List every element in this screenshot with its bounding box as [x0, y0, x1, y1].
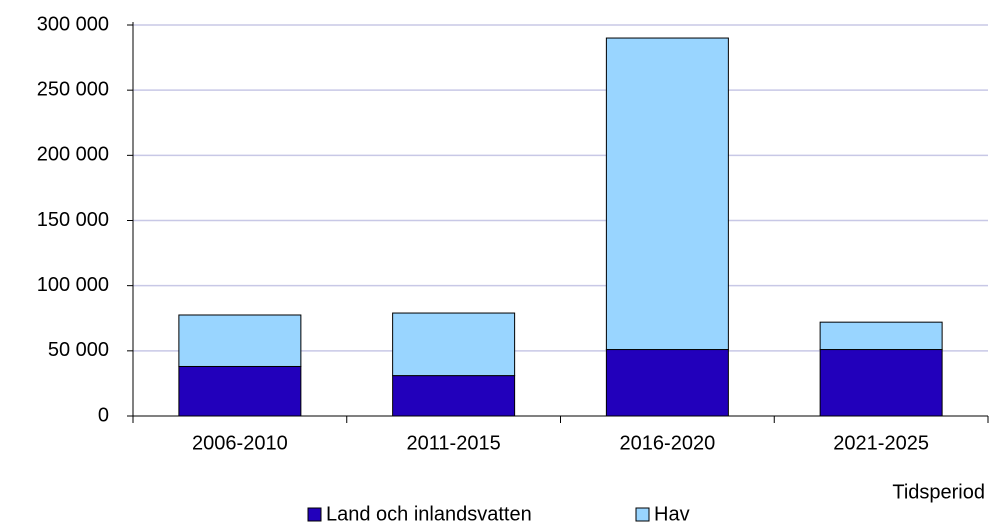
- bar-segment: [392, 312, 516, 377]
- y-tick-label: 100 000: [37, 274, 109, 296]
- bar-segment: [178, 365, 302, 417]
- y-tick-label: 150 000: [37, 209, 109, 231]
- x-tick-label: 2021-2025: [833, 432, 929, 454]
- x-tick-label: 2006-2010: [192, 432, 288, 454]
- y-tick-label: 50 000: [48, 339, 109, 361]
- y-tick-label: 200 000: [37, 144, 109, 166]
- x-tick-label: 2016-2020: [620, 432, 716, 454]
- bar-segment: [178, 314, 302, 367]
- bar-segment: [605, 349, 729, 417]
- bar-segment: [605, 37, 729, 351]
- y-tick-label: 0: [98, 404, 109, 426]
- y-tick-label: 250 000: [37, 78, 109, 100]
- legend-swatch: [635, 507, 650, 522]
- y-tick-label: 300 000: [37, 13, 109, 35]
- legend-swatch: [307, 507, 322, 522]
- bar-segment: [392, 375, 516, 417]
- legend-label: Land och inlandsvatten: [326, 503, 532, 525]
- bar-segment: [819, 349, 943, 417]
- legend-label: Hav: [654, 503, 690, 525]
- x-axis-label: Tidsperiod: [892, 481, 985, 503]
- x-tick-label: 2011-2015: [407, 432, 501, 454]
- bar-segment: [819, 321, 943, 351]
